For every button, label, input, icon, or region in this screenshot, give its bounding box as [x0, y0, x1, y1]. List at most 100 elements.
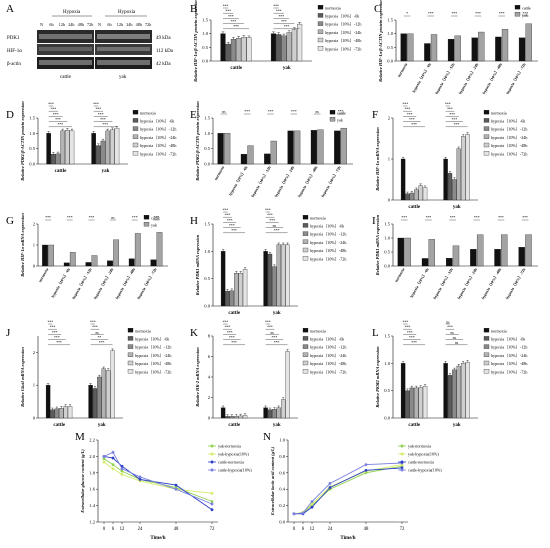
legend-swatch	[132, 151, 139, 156]
bar	[63, 262, 70, 267]
bar	[465, 134, 470, 201]
data-point	[138, 477, 142, 481]
legend-swatch	[317, 37, 324, 43]
bar	[234, 273, 239, 307]
sig-label: ***	[223, 4, 229, 8]
sig-label: ***	[225, 326, 231, 330]
legend-swatch	[483, 110, 490, 115]
bar	[280, 399, 286, 419]
chart-panel-n: N 0.0 0.2 0.4 0.6 0.8 1.0 Extracellular lactic …	[263, 431, 442, 541]
bar	[263, 251, 268, 307]
sig-label: ***	[267, 326, 273, 330]
sig-label: ***	[56, 341, 62, 345]
x-tick-label: normoxia	[214, 165, 225, 181]
bar	[246, 37, 252, 62]
bar	[418, 387, 423, 419]
legend-swatch	[483, 126, 490, 131]
legend-swatch	[483, 134, 490, 139]
y-tick-label: 2.2	[89, 438, 95, 443]
x-tick-label: yak	[283, 66, 291, 71]
sig-label: ***	[47, 320, 53, 324]
bar	[48, 244, 55, 267]
x-tick-label: yak	[98, 423, 106, 428]
legend-label: hypoxia（10%）-6h	[140, 119, 174, 124]
bar	[428, 239, 436, 267]
sig-label: ***	[278, 15, 284, 19]
legend-swatch	[302, 352, 309, 357]
x-tick-label: cattle	[408, 423, 420, 428]
bar	[60, 130, 65, 165]
legend-label: hypoxia（10%）-48h	[325, 38, 361, 43]
chart-panel-d: D 0.0 0.5 1.0 1.5 Relative PDK1/β-ACTIN prote…	[6, 101, 176, 181]
y-tick-label: 0.5	[384, 388, 390, 393]
data-point	[102, 460, 106, 464]
bar	[92, 388, 98, 419]
y-tick-label: 8	[208, 334, 211, 339]
bar	[238, 273, 243, 307]
sig-label: ns	[273, 224, 277, 228]
x-tick-label: cattle	[230, 66, 242, 71]
legend-swatch	[483, 328, 490, 333]
legend-label: hypoxia（10%）-24h	[491, 135, 527, 140]
panel-a-western-blot: A Hypoxia Hypoxia N 6h 12h 24h 48h 72h N 6h 12h…	[6, 3, 174, 80]
legend-swatch	[483, 142, 490, 148]
bar	[400, 158, 406, 201]
blot-lane-label: 72h	[145, 22, 152, 27]
sig-label: ***	[498, 216, 504, 220]
x-tick-label: cattle	[55, 169, 67, 174]
panel-letter-h: H	[190, 215, 198, 227]
y-tick-label: 1.0	[384, 236, 390, 241]
sig-label: ***	[53, 113, 59, 117]
bar	[242, 269, 248, 307]
legend-swatch	[483, 369, 490, 374]
bar	[267, 253, 273, 307]
bar	[263, 407, 268, 419]
sig-label: ***	[407, 113, 413, 117]
y-tick-label: 0	[33, 264, 36, 269]
blot-lane-label: N	[40, 22, 43, 27]
sig-label: ***	[231, 341, 237, 345]
legend-swatch	[317, 29, 324, 34]
x-tick-label: hypoxia（10%）-24h	[92, 266, 114, 300]
bar	[114, 127, 120, 165]
bar	[217, 133, 224, 165]
y-axis-label: Relative PDK1 mRNA expression	[195, 234, 200, 295]
y-tick-label: 1.6	[89, 487, 95, 492]
legend-label: cattle	[522, 5, 531, 10]
bar	[340, 127, 347, 165]
sig-label: ***	[99, 341, 105, 345]
sig-label: ***	[57, 123, 63, 127]
blot-lane-label: N	[98, 22, 101, 27]
blot-size-hif: 112 kDa	[156, 49, 174, 54]
sig-label: ***	[45, 216, 51, 220]
bar	[105, 130, 110, 165]
x-tick-label: hypoxia（10%）-24h	[457, 61, 479, 95]
bar	[460, 136, 466, 201]
y-tick-label: 1.0	[204, 131, 210, 136]
bar	[91, 133, 96, 165]
bar	[272, 266, 277, 307]
x-tick-label: cattle	[228, 311, 240, 316]
legend-label: yak-hypoxia(10%)	[218, 451, 249, 456]
sig-label: ***	[449, 113, 455, 117]
bar	[276, 407, 281, 419]
bar	[220, 407, 226, 419]
legend-swatch	[127, 369, 134, 374]
y-axis-label: Extracellular lactic acid content (g/L)	[270, 446, 275, 516]
bar	[285, 351, 290, 419]
sig-label: ***	[50, 108, 56, 112]
bar	[270, 140, 277, 165]
legend-label: hypoxia（10%）-24h	[310, 240, 346, 245]
bar	[405, 390, 410, 419]
legend-label: yak-normoxia	[408, 443, 431, 448]
bar	[452, 369, 457, 419]
sig-label: ***	[229, 224, 235, 228]
legend-swatch	[483, 352, 490, 357]
legend-label: hypoxia（10%）-12h	[491, 345, 527, 350]
blot-group-label-yak: Hypoxia	[118, 10, 136, 15]
bar	[128, 258, 135, 267]
legend-swatch	[483, 118, 490, 123]
legend-label: hypoxia（10%）-72h	[491, 151, 527, 156]
y-tick-label: 1.2	[89, 520, 95, 525]
bar	[397, 237, 405, 267]
